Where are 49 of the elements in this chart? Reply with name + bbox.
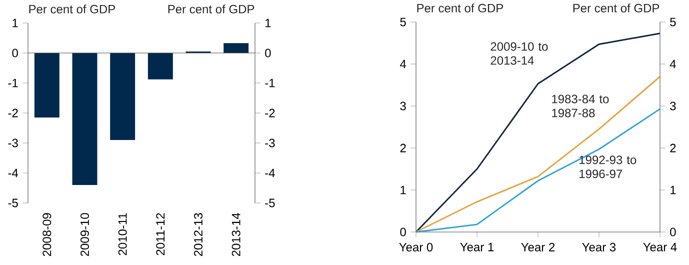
y2-tick-label: 4 xyxy=(670,60,676,68)
y-tick-label: -1 xyxy=(8,78,18,88)
bar xyxy=(72,53,98,185)
y2-tick-label: 0 xyxy=(670,228,676,236)
bar xyxy=(224,43,249,54)
x-tick-label: Year 0 xyxy=(399,242,433,252)
x-tick-label: 2012-13 xyxy=(194,213,203,256)
x-tick-label: Year 3 xyxy=(582,242,616,252)
y2-tick-label: -5 xyxy=(265,198,275,208)
x-tick-label: 2013-14 xyxy=(232,212,240,256)
bar xyxy=(110,53,136,140)
y-tick-label: 1 xyxy=(400,186,406,194)
x-tick-label: 2009-10 xyxy=(80,213,90,256)
y2-tick-label: 2 xyxy=(670,144,676,152)
y2-axis-title: Per cent of GDP xyxy=(573,4,660,12)
y-tick-label: 3 xyxy=(400,102,406,110)
series-label: 1983-84 to 1987-88 xyxy=(552,94,609,118)
y2-tick-label: -1 xyxy=(265,78,275,88)
y2-axis-title: Per cent of GDP xyxy=(168,4,254,14)
y2-tick-label: 1 xyxy=(266,18,271,28)
y2-tick-label: 1 xyxy=(670,186,676,194)
y-tick-label: -3 xyxy=(8,138,18,148)
y-tick-label: -2 xyxy=(8,108,18,118)
y2-tick-label: -4 xyxy=(265,168,275,178)
bar xyxy=(148,53,173,80)
y-axis-title: Per cent of GDP xyxy=(29,4,116,14)
y2-tick-label: 3 xyxy=(670,102,676,110)
x-tick-label: 2008-09 xyxy=(42,213,52,256)
y-tick-label: 4 xyxy=(400,60,406,68)
y-tick-label: 2 xyxy=(400,144,406,152)
y-tick-label: 0 xyxy=(400,228,406,236)
series-label: 1992-93 to 1996-97 xyxy=(580,156,636,178)
bar xyxy=(34,53,60,118)
y-tick-label: 0 xyxy=(12,48,18,58)
x-tick-label: 2011-12 xyxy=(156,213,165,256)
y-tick-label: 5 xyxy=(400,18,406,26)
y2-tick-label: 5 xyxy=(670,18,676,26)
y2-tick-label: -2 xyxy=(265,108,275,118)
y2-tick-label: -3 xyxy=(265,138,275,148)
x-tick-label: Year 1 xyxy=(460,242,494,252)
y2-tick-label: 0 xyxy=(265,48,271,58)
x-tick-label: Year 2 xyxy=(521,242,554,252)
y-axis-title: Per cent of GDP xyxy=(417,4,504,12)
y-tick-label: -5 xyxy=(8,198,18,208)
y-tick-label: 1 xyxy=(12,18,18,28)
y-tick-label: -4 xyxy=(8,168,18,178)
x-tick-label: Year 4 xyxy=(643,242,677,252)
series-label: 2009-10 to 2013-14 xyxy=(490,42,548,65)
x-tick-label: 2010-11 xyxy=(118,213,127,256)
